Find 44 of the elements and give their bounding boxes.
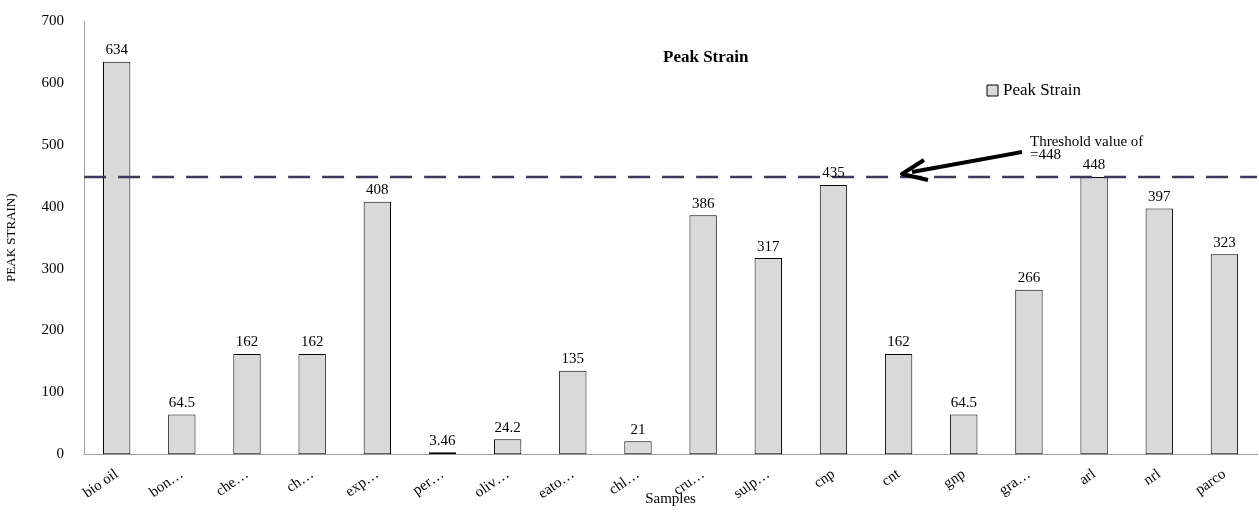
y-tick-label: 500: [41, 135, 65, 152]
data-label: 266: [1017, 269, 1041, 286]
data-label: 634: [105, 41, 129, 58]
legend-label: Peak Strain: [1003, 80, 1082, 100]
x-tick-label: cnp: [810, 465, 838, 491]
y-tick-label: 100: [41, 383, 65, 400]
text: Peak Strain: [662, 47, 750, 67]
y-axis-title: PEAK STRAIN): [3, 193, 19, 282]
x-tick-label: che…: [212, 465, 251, 499]
x-tick-label: exp…: [342, 465, 382, 500]
x-tick-label: cnt: [878, 464, 904, 489]
x-tick-label: nrl: [1140, 465, 1164, 488]
x-tick-label: per…: [409, 465, 447, 498]
y-tick-label: 300: [41, 259, 65, 276]
data-label: 21: [630, 420, 646, 437]
data-label: 64.5: [168, 393, 195, 410]
data-label: 435: [822, 164, 845, 181]
x-tick-label: arl: [1075, 465, 1099, 488]
y-tick-label: 0: [56, 445, 65, 462]
data-label: 3.46: [429, 431, 457, 448]
data-label: 162: [235, 333, 259, 350]
data-label: 408: [366, 181, 389, 198]
y-tick-label: 200: [41, 321, 65, 338]
x-tick-label: eato…: [534, 465, 577, 502]
data-label: 162: [887, 333, 910, 350]
data-label: 317: [757, 237, 781, 254]
y-tick-label: 700: [41, 11, 65, 28]
data-label: 24.2: [494, 418, 521, 435]
data-label: 162: [300, 333, 324, 350]
x-tick-label: bon…: [145, 465, 186, 500]
x-tick-label: sulp…: [730, 465, 773, 502]
x-tick-label: gra…: [995, 465, 1033, 498]
data-label: 64.5: [950, 393, 977, 410]
y-tick-label: 600: [41, 73, 65, 90]
data-label: 135: [561, 350, 585, 367]
x-tick-label: bio oil: [79, 465, 121, 501]
data-label: 397: [1148, 188, 1172, 204]
data-label: 323: [1213, 233, 1236, 250]
x-tick-label: gnp: [940, 465, 968, 492]
x-tick-label: oliv…: [471, 465, 512, 501]
y-tick-label: 400: [41, 197, 65, 214]
data-label: 386: [691, 194, 715, 211]
x-tick-label: ch…: [283, 465, 317, 496]
x-tick-label: chl…: [605, 465, 642, 498]
